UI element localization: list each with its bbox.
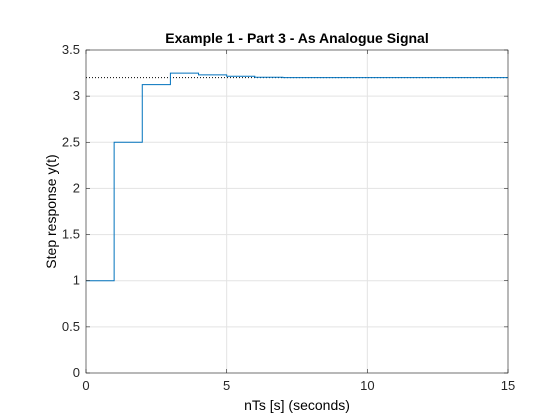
y-tick-label: 2.5 xyxy=(62,134,80,149)
chart-title: Example 1 - Part 3 - As Analogue Signal xyxy=(165,30,428,46)
x-tick-label: 10 xyxy=(360,378,374,393)
step-series-line xyxy=(86,72,508,282)
y-tick-label: 3.5 xyxy=(62,42,80,57)
y-tick-label: 1.5 xyxy=(62,227,80,242)
y-tick-label: 0.5 xyxy=(62,319,80,334)
x-axis-label: nTs [s] (seconds) xyxy=(244,397,350,413)
y-tick-label: 0 xyxy=(73,365,80,380)
x-tick-label: 15 xyxy=(501,378,515,393)
plot-area xyxy=(86,50,508,373)
x-tick-label: 0 xyxy=(82,378,89,393)
y-tick-label: 3 xyxy=(73,88,80,103)
y-axis-ticks: 0 0.5 1 1.5 2 2.5 3 3.5 xyxy=(62,42,508,380)
y-tick-label: 1 xyxy=(73,273,80,288)
x-tick-label: 5 xyxy=(223,378,230,393)
y-axis-label: Step response y(t) xyxy=(43,154,59,268)
plot-frame xyxy=(85,49,509,374)
y-tick-label: 2 xyxy=(73,180,80,195)
x-axis-ticks: 0 5 10 15 xyxy=(82,50,515,393)
series-layer xyxy=(86,72,508,282)
